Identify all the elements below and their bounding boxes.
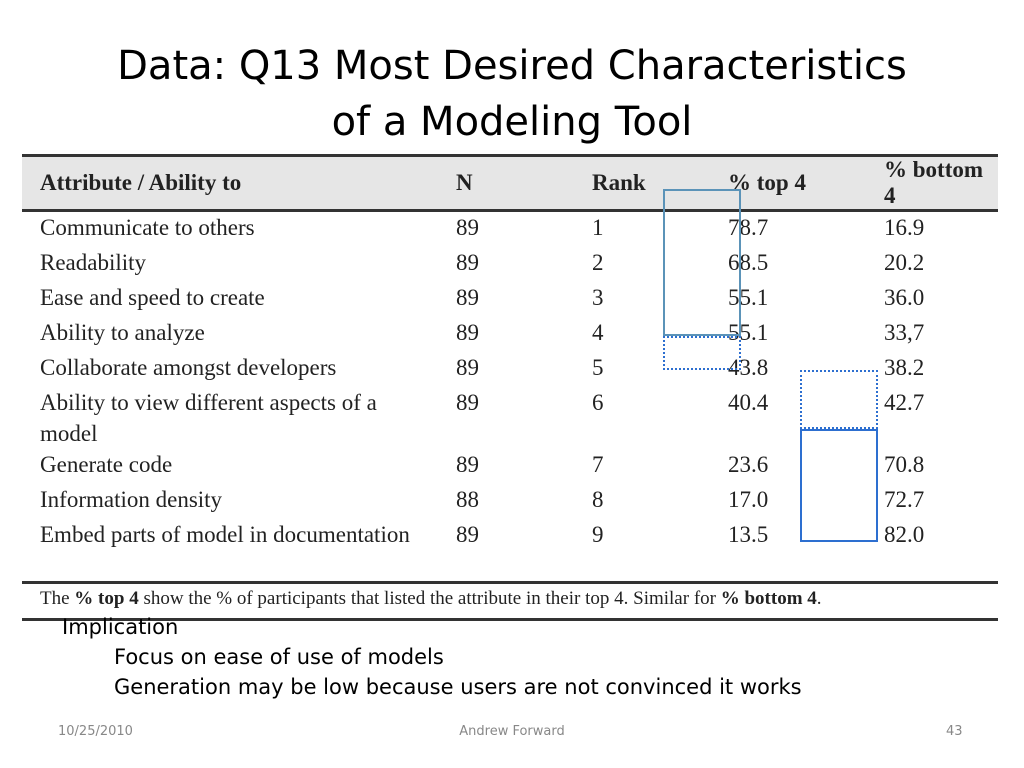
cell-n: 89	[456, 390, 479, 415]
footnote-text-2: show the % of participants that listed t…	[138, 588, 721, 609]
footnote-text-3: .	[816, 588, 822, 609]
slide-title-line-2: of a Modeling Tool	[331, 99, 693, 145]
cell-bottom4: 20.2	[884, 250, 925, 275]
cell-top4: 40.4	[728, 390, 769, 415]
cell-attribute: Information density	[40, 487, 223, 512]
cell-n: 88	[456, 487, 479, 512]
table-row: Information density 88 8 17.0 72.7	[22, 484, 998, 519]
highlight-box-bottom4-bottom-ranks	[800, 429, 878, 542]
cell-rank: 2	[592, 250, 604, 275]
cell-n: 89	[456, 522, 479, 547]
cell-top4: 23.6	[728, 452, 769, 477]
header-n: N	[438, 154, 574, 212]
table-row: Ability to view different aspects of a m…	[22, 387, 998, 449]
cell-bottom4: 38.2	[884, 355, 925, 380]
cell-top4: 13.5	[728, 522, 769, 547]
table-row: Ease and speed to create 89 3 55.1 36.0	[22, 282, 998, 317]
table-row: Readability 89 2 68.5 20.2	[22, 247, 998, 282]
results-table-container: Attribute / Ability to N Rank % top 4 % …	[22, 154, 998, 621]
implication-point: Focus on ease of use of models	[114, 645, 444, 669]
footer-page-number: 43	[946, 724, 963, 739]
cell-attribute: Generate code	[40, 452, 173, 477]
cell-rank: 4	[592, 320, 604, 345]
cell-attribute: Communicate to others	[40, 215, 255, 240]
cell-rank: 7	[592, 452, 604, 477]
header-bottom4: % bottom 4	[866, 154, 998, 212]
header-attribute: Attribute / Ability to	[22, 154, 438, 212]
header-rank: Rank	[574, 154, 710, 212]
cell-rank: 3	[592, 285, 604, 310]
cell-top4: 55.1	[728, 285, 769, 310]
table-header-row: Attribute / Ability to N Rank % top 4 % …	[22, 154, 998, 212]
slide-title-line-1: Data: Q13 Most Desired Characteristics	[117, 43, 907, 89]
table-row: Communicate to others 89 1 78.7 16.9	[22, 211, 998, 248]
table-row: Generate code 89 7 23.6 70.8	[22, 449, 998, 484]
cell-top4: 55.1	[728, 320, 769, 345]
table-footnote: The % top 4 show the % of participants t…	[22, 581, 998, 621]
highlight-box-top4-rank5	[663, 336, 741, 370]
implication-point: Generation may be low because users are …	[114, 675, 802, 699]
cell-bottom4: 82.0	[884, 522, 925, 547]
cell-attribute: Embed parts of model in documentation	[40, 522, 410, 547]
cell-top4: 17.0	[728, 487, 769, 512]
footer-author: Andrew Forward	[459, 724, 565, 739]
cell-bottom4: 70.8	[884, 452, 925, 477]
cell-bottom4: 72.7	[884, 487, 925, 512]
cell-bottom4: 33,7	[884, 320, 925, 345]
cell-top4: 78.7	[728, 215, 769, 240]
cell-n: 89	[456, 320, 479, 345]
cell-attribute: Ease and speed to create	[40, 285, 265, 310]
table-footnote-row: The % top 4 show the % of participants t…	[22, 581, 998, 621]
cell-n: 89	[456, 355, 479, 380]
cell-n: 89	[456, 285, 479, 310]
highlight-box-top4-top-ranks	[663, 189, 741, 336]
cell-rank: 8	[592, 487, 604, 512]
highlight-box-bottom4-rank6	[800, 370, 878, 429]
cell-attribute: Ability to view different aspects of a m…	[40, 390, 377, 446]
table-row: Collaborate amongst developers 89 5 43.8…	[22, 352, 998, 387]
cell-attribute: Readability	[40, 250, 147, 275]
cell-n: 89	[456, 215, 479, 240]
cell-rank: 9	[592, 522, 604, 547]
implication-heading: Implication	[62, 615, 179, 639]
cell-rank: 6	[592, 390, 604, 415]
footnote-bold-top4: % top 4	[74, 588, 139, 609]
cell-top4: 43.8	[728, 355, 769, 380]
cell-bottom4: 42.7	[884, 390, 925, 415]
cell-n: 89	[456, 250, 479, 275]
footnote-bold-bottom4: % bottom 4	[720, 588, 817, 609]
cell-rank: 1	[592, 215, 604, 240]
cell-top4: 68.5	[728, 250, 769, 275]
results-table: Attribute / Ability to N Rank % top 4 % …	[22, 154, 998, 621]
cell-attribute: Ability to analyze	[40, 320, 205, 345]
cell-rank: 5	[592, 355, 604, 380]
footnote-text-1: The	[40, 588, 75, 609]
table-row: Ability to analyze 89 4 55.1 33,7	[22, 317, 998, 352]
slide-title: Data: Q13 Most Desired Characteristics o…	[0, 38, 1024, 150]
cell-attribute: Collaborate amongst developers	[40, 355, 337, 380]
cell-bottom4: 16.9	[884, 215, 925, 240]
implication-section: Implication Focus on ease of use of mode…	[62, 612, 802, 702]
table-row: Embed parts of model in documentation 89…	[22, 519, 998, 583]
footer-date: 10/25/2010	[58, 724, 133, 739]
cell-n: 89	[456, 452, 479, 477]
cell-bottom4: 36.0	[884, 285, 925, 310]
